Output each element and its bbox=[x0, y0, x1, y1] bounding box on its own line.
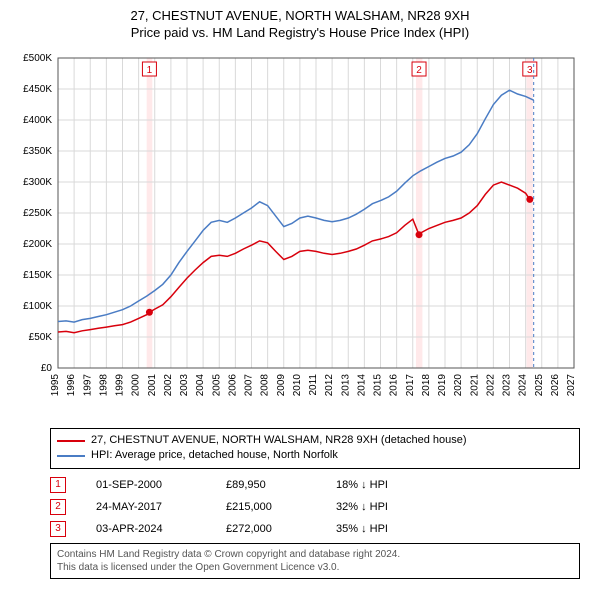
svg-text:£50K: £50K bbox=[29, 332, 53, 343]
title-subtitle: Price paid vs. HM Land Registry's House … bbox=[10, 25, 590, 40]
svg-text:2012: 2012 bbox=[324, 374, 335, 397]
marker-pct-2: 32% ↓ HPI bbox=[336, 501, 416, 513]
svg-text:1996: 1996 bbox=[66, 374, 77, 397]
marker-date-2: 24-MAY-2017 bbox=[96, 501, 196, 513]
legend-row-hpi: HPI: Average price, detached house, Nort… bbox=[57, 448, 573, 463]
svg-text:2025: 2025 bbox=[534, 374, 545, 397]
marker-badge-1: 1 bbox=[50, 477, 66, 493]
marker-pct-1: 18% ↓ HPI bbox=[336, 479, 416, 491]
svg-text:2018: 2018 bbox=[421, 374, 432, 397]
svg-text:2024: 2024 bbox=[518, 374, 529, 397]
svg-text:2020: 2020 bbox=[453, 374, 464, 397]
svg-text:2014: 2014 bbox=[356, 374, 367, 397]
title-block: 27, CHESTNUT AVENUE, NORTH WALSHAM, NR28… bbox=[10, 8, 590, 40]
svg-text:2001: 2001 bbox=[147, 374, 158, 397]
svg-text:2017: 2017 bbox=[405, 374, 416, 397]
marker-row-3: 3 03-APR-2024 £272,000 35% ↓ HPI bbox=[50, 521, 580, 537]
svg-text:2026: 2026 bbox=[550, 374, 561, 397]
svg-text:2008: 2008 bbox=[260, 374, 271, 397]
svg-text:2007: 2007 bbox=[244, 374, 255, 397]
chart-area: £0 £50K £100K £150K £200K £250K £300K £350K £400… bbox=[10, 50, 590, 420]
svg-text:2022: 2022 bbox=[485, 374, 496, 397]
marker-row-2: 2 24-MAY-2017 £215,000 32% ↓ HPI bbox=[50, 499, 580, 515]
svg-text:2023: 2023 bbox=[502, 374, 513, 397]
legend-swatch-hpi bbox=[57, 455, 85, 457]
marker-date-1: 01-SEP-2000 bbox=[96, 479, 196, 491]
svg-text:£0: £0 bbox=[41, 363, 53, 374]
marker-price-2: £215,000 bbox=[226, 501, 306, 513]
svg-text:£450K: £450K bbox=[23, 84, 52, 95]
svg-text:1999: 1999 bbox=[115, 374, 126, 397]
svg-text:£200K: £200K bbox=[23, 239, 52, 250]
svg-text:£350K: £350K bbox=[23, 146, 52, 157]
svg-text:£250K: £250K bbox=[23, 208, 52, 219]
chart-container: 27, CHESTNUT AVENUE, NORTH WALSHAM, NR28… bbox=[0, 0, 600, 590]
svg-text:2009: 2009 bbox=[276, 374, 287, 397]
svg-text:2013: 2013 bbox=[340, 374, 351, 397]
svg-text:£100K: £100K bbox=[23, 301, 52, 312]
svg-text:2027: 2027 bbox=[566, 374, 577, 397]
svg-text:£500K: £500K bbox=[23, 53, 52, 64]
svg-text:2010: 2010 bbox=[292, 374, 303, 397]
svg-text:2016: 2016 bbox=[389, 374, 400, 397]
svg-text:2004: 2004 bbox=[195, 374, 206, 397]
svg-text:2002: 2002 bbox=[163, 374, 174, 397]
svg-text:2000: 2000 bbox=[131, 374, 142, 397]
legend-label-hpi: HPI: Average price, detached house, Nort… bbox=[91, 448, 338, 463]
svg-text:2015: 2015 bbox=[373, 374, 384, 397]
svg-text:2006: 2006 bbox=[227, 374, 238, 397]
svg-text:1995: 1995 bbox=[50, 374, 61, 397]
marker-badge-3: 3 bbox=[50, 521, 66, 537]
footer-line1: Contains HM Land Registry data © Crown c… bbox=[57, 548, 573, 561]
svg-text:2011: 2011 bbox=[308, 374, 319, 396]
marker-row-1: 1 01-SEP-2000 £89,950 18% ↓ HPI bbox=[50, 477, 580, 493]
svg-text:£150K: £150K bbox=[23, 270, 52, 281]
legend-row-property: 27, CHESTNUT AVENUE, NORTH WALSHAM, NR28… bbox=[57, 433, 573, 448]
legend-box: 27, CHESTNUT AVENUE, NORTH WALSHAM, NR28… bbox=[50, 428, 580, 469]
legend-swatch-property bbox=[57, 440, 85, 442]
footer-line2: This data is licensed under the Open Gov… bbox=[57, 561, 573, 574]
svg-text:1: 1 bbox=[147, 65, 153, 76]
svg-text:2019: 2019 bbox=[437, 374, 448, 397]
svg-text:£300K: £300K bbox=[23, 177, 52, 188]
marker-price-1: £89,950 bbox=[226, 479, 306, 491]
chart-svg: £0 £50K £100K £150K £200K £250K £300K £350K £400… bbox=[10, 50, 590, 420]
svg-text:2021: 2021 bbox=[469, 374, 480, 397]
legend-label-property: 27, CHESTNUT AVENUE, NORTH WALSHAM, NR28… bbox=[91, 433, 467, 448]
svg-text:1997: 1997 bbox=[82, 374, 93, 397]
marker-date-3: 03-APR-2024 bbox=[96, 523, 196, 535]
svg-text:3: 3 bbox=[527, 65, 533, 76]
svg-text:2: 2 bbox=[416, 65, 422, 76]
marker-pct-3: 35% ↓ HPI bbox=[336, 523, 416, 535]
svg-text:2003: 2003 bbox=[179, 374, 190, 397]
svg-text:1998: 1998 bbox=[98, 374, 109, 397]
marker-price-3: £272,000 bbox=[226, 523, 306, 535]
markers-table: 1 01-SEP-2000 £89,950 18% ↓ HPI 2 24-MAY… bbox=[50, 477, 580, 537]
svg-text:£400K: £400K bbox=[23, 115, 52, 126]
svg-text:2005: 2005 bbox=[211, 374, 222, 397]
title-address: 27, CHESTNUT AVENUE, NORTH WALSHAM, NR28… bbox=[10, 8, 590, 23]
footer-box: Contains HM Land Registry data © Crown c… bbox=[50, 543, 580, 579]
marker-badge-2: 2 bbox=[50, 499, 66, 515]
